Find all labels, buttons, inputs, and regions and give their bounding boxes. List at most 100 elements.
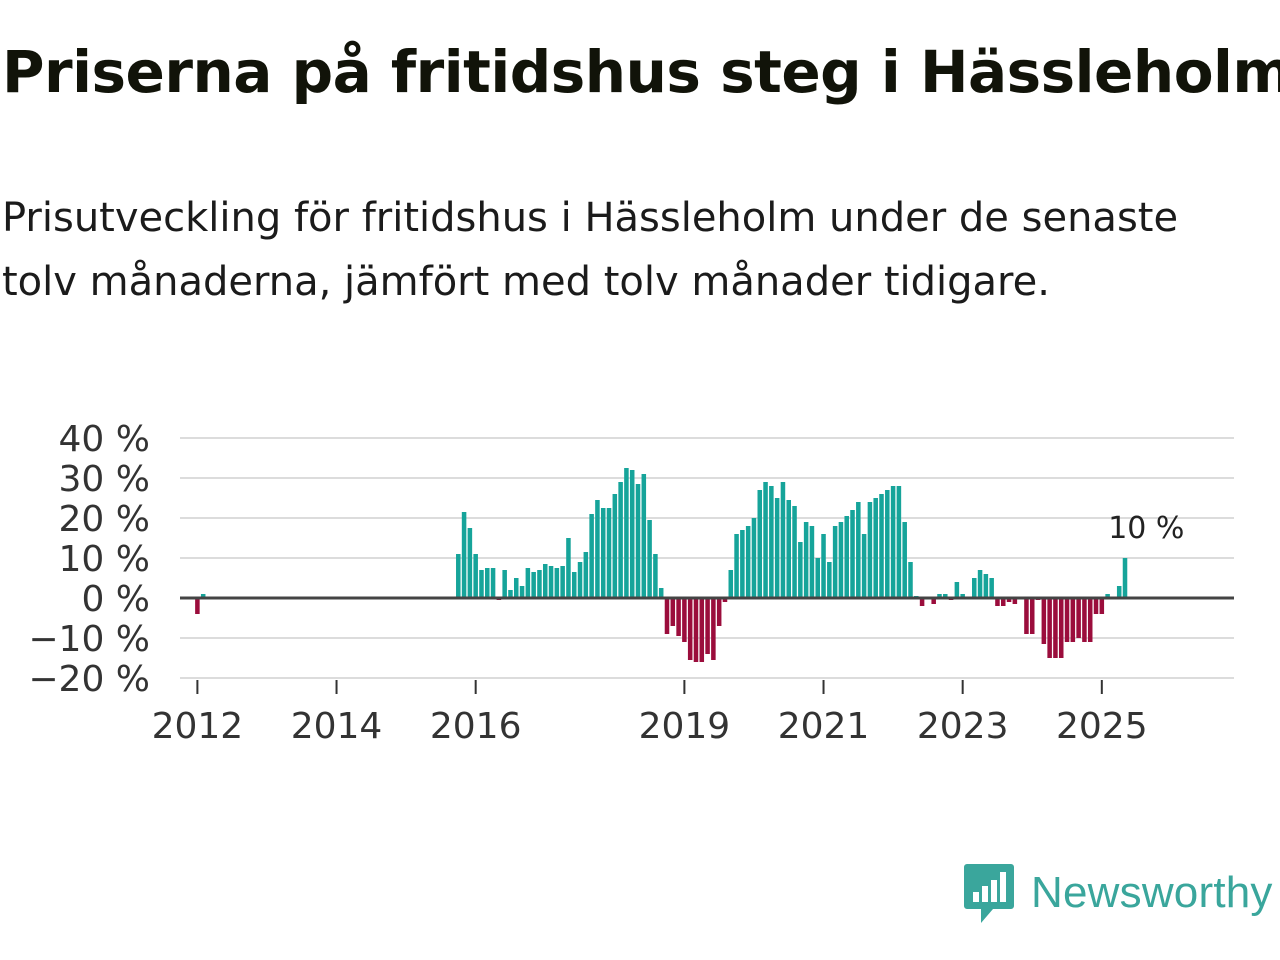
bar [763, 482, 768, 598]
data-label-last-value: 10 % [1108, 511, 1184, 546]
bar [995, 598, 1000, 606]
newsworthy-logo-icon [964, 864, 1014, 923]
bar [908, 562, 913, 598]
bar [1000, 598, 1006, 606]
bar [560, 566, 565, 598]
bar [803, 522, 809, 598]
bar [1082, 598, 1087, 642]
bar [513, 578, 519, 598]
bar [456, 554, 461, 598]
bar [815, 558, 820, 598]
chart-subtitle: Prisutveckling för fritidshus i Hässleho… [2, 195, 1179, 305]
bar [873, 498, 878, 598]
bar [508, 590, 513, 598]
bar [1105, 594, 1110, 598]
bar [542, 564, 548, 598]
bar [1076, 598, 1081, 638]
bar [658, 588, 664, 598]
bar [1012, 598, 1018, 604]
bar [566, 538, 571, 598]
bar [983, 574, 989, 598]
x-tick-label: 2016 [430, 706, 522, 747]
bar [856, 502, 861, 598]
bar [618, 482, 623, 598]
bar [740, 530, 745, 598]
bar [461, 512, 467, 598]
bar [577, 562, 583, 598]
bar [525, 568, 531, 598]
bar [832, 526, 838, 598]
bar [937, 594, 942, 598]
bar [635, 484, 641, 598]
bar [583, 552, 589, 598]
bar [664, 598, 670, 634]
bar [896, 486, 902, 598]
gridlines [180, 437, 1234, 679]
bar [595, 500, 600, 598]
bar [734, 534, 739, 598]
bar [716, 598, 722, 626]
bar [699, 598, 705, 662]
bar [885, 490, 890, 598]
bar [960, 594, 965, 598]
bar [1122, 558, 1128, 598]
bar [682, 598, 687, 642]
bar [554, 568, 560, 598]
bar [1064, 598, 1070, 642]
bar [1029, 598, 1035, 634]
bar [838, 522, 844, 598]
bar [473, 554, 478, 598]
bar [850, 510, 855, 598]
bar [1087, 598, 1093, 642]
bar [798, 542, 803, 598]
bar [931, 598, 936, 604]
bar [479, 570, 484, 598]
bar [571, 572, 577, 598]
bar [624, 468, 629, 598]
bar [954, 582, 960, 598]
x-tick-label: 2021 [778, 706, 870, 747]
bar [653, 554, 658, 598]
bar [519, 586, 525, 598]
bar [1070, 598, 1076, 642]
y-tick-label: −20 % [28, 659, 150, 700]
x-tick-label: 2023 [917, 706, 1009, 747]
bar [490, 568, 496, 598]
bar [548, 566, 554, 598]
bar [502, 570, 507, 598]
bar [1116, 586, 1122, 598]
bar [989, 578, 994, 598]
bar [943, 594, 948, 598]
y-tick-label: 0 % [81, 579, 150, 620]
x-tick-label: 2019 [639, 706, 731, 747]
y-tick-label: 10 % [59, 539, 150, 580]
x-tick-label: 2014 [291, 706, 383, 747]
bar [641, 474, 647, 598]
bar [467, 528, 473, 598]
bar [844, 516, 849, 598]
bar [977, 570, 983, 598]
x-axis: 2012 2014 2016 2019 2021 2023 2025 [152, 680, 1148, 747]
newsworthy-logo-text: Newsworthy [1031, 868, 1273, 917]
y-tick-label: −10 % [28, 619, 150, 660]
x-tick-label: 2025 [1056, 706, 1148, 747]
bar [647, 520, 652, 598]
y-tick-label: 20 % [59, 499, 150, 540]
bar [537, 570, 542, 598]
bar-chart: −20 %−10 %0 %10 %20 %30 %40 % 2012 2014 20… [28, 419, 1234, 747]
chart-title: Priserna på fritidshus steg i Hässleholm [2, 38, 1280, 106]
bar [1041, 598, 1047, 644]
bar [972, 578, 977, 598]
x-tick-label: 2012 [152, 706, 244, 747]
y-tick-label: 30 % [59, 459, 150, 500]
bar [629, 470, 635, 598]
bar [879, 494, 884, 598]
bar [786, 500, 792, 598]
newsworthy-logo: Newsworthy [963, 862, 1273, 924]
bar [606, 508, 612, 598]
bar [745, 526, 751, 598]
bar [195, 598, 200, 614]
bar [757, 490, 763, 598]
bars [195, 468, 1128, 662]
y-axis: −20 %−10 %0 %10 %20 %30 %40 % [28, 419, 150, 700]
